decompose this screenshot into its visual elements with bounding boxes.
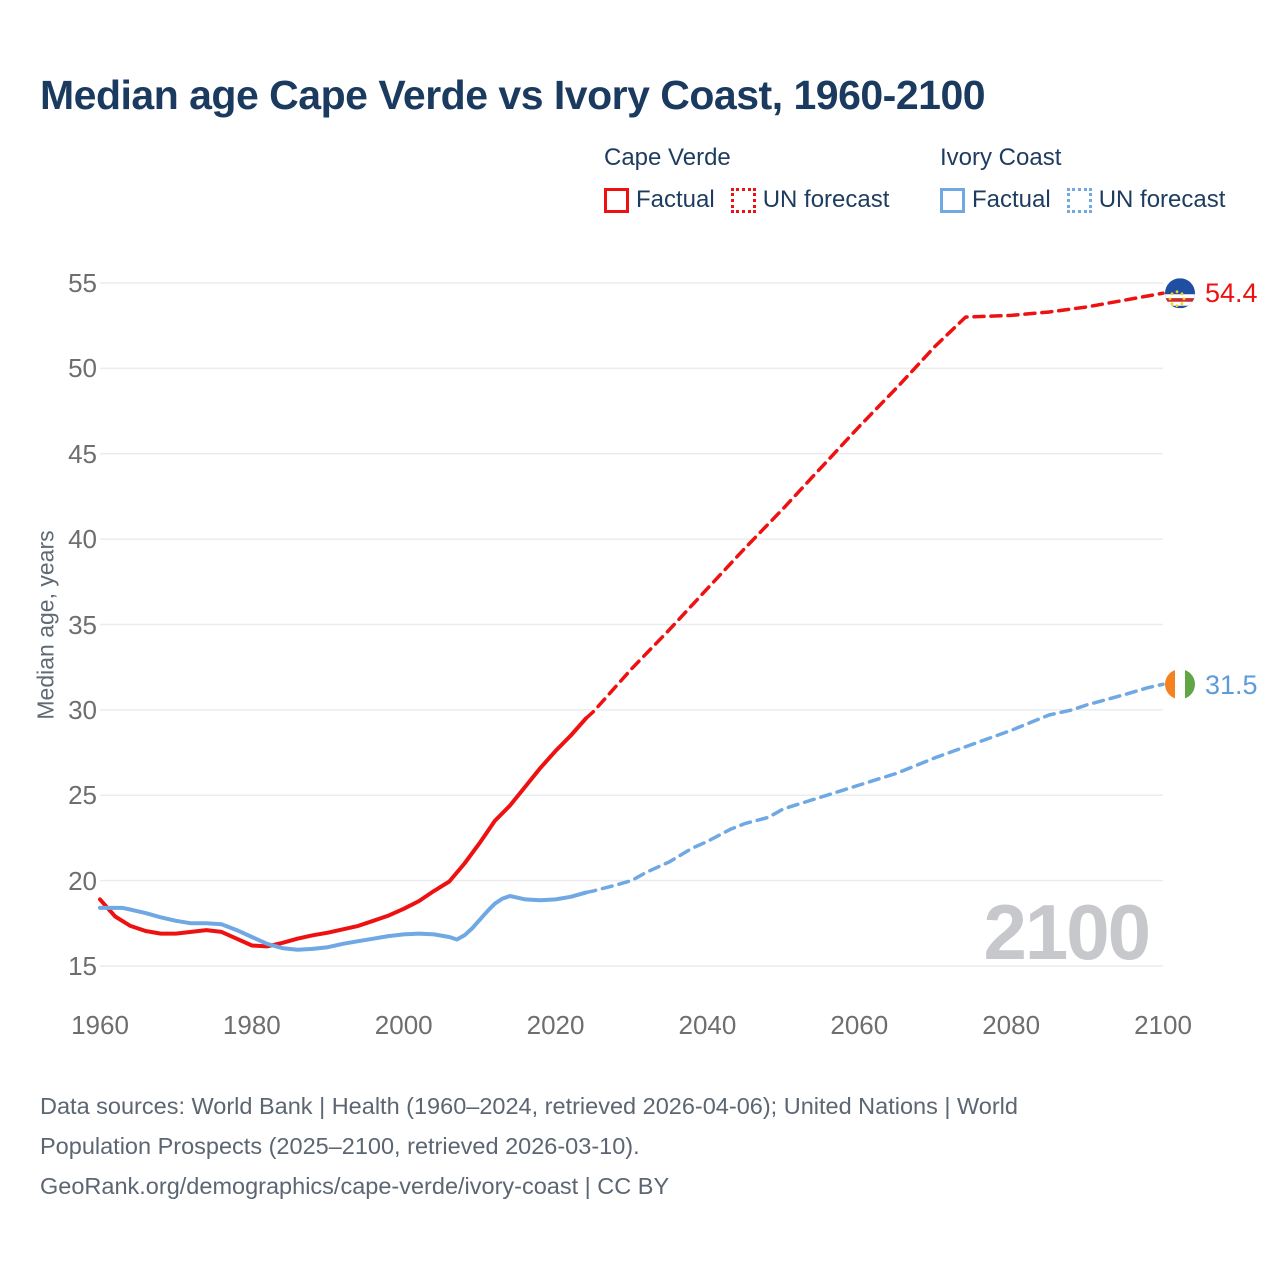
x-tick-label: 2020 bbox=[526, 1010, 585, 1040]
cape-verde-flag-icon bbox=[1165, 278, 1195, 309]
legend-header-cape-verde: Cape Verde bbox=[604, 144, 731, 171]
x-tick-label: 2100 bbox=[1134, 1010, 1192, 1040]
y-tick-label: 15 bbox=[68, 951, 97, 981]
x-tick-label: 1980 bbox=[222, 1010, 281, 1040]
data-sources-footer: Data sources: World Bank | Health (1960–… bbox=[40, 1086, 1200, 1206]
series-line bbox=[584, 291, 1165, 721]
legend-item-ivory-coast-forecast[interactable]: UN forecast bbox=[1066, 186, 1226, 214]
end-value-ivory-coast: 31.5 bbox=[1205, 670, 1258, 700]
x-tick-label: 2060 bbox=[830, 1010, 889, 1040]
legend-row: Factual UN forecast bbox=[604, 186, 889, 214]
legend-row: Factual UN forecast bbox=[940, 186, 1225, 214]
legend-header-ivory-coast: Ivory Coast bbox=[940, 144, 1062, 171]
y-tick-label: 45 bbox=[68, 438, 97, 469]
end-value-cape-verde: 54.4 bbox=[1205, 278, 1258, 308]
legend-group-ivory-coast: Ivory Coast Factual UN forecast bbox=[940, 144, 1225, 214]
legend-swatch-solid-red-icon bbox=[604, 187, 629, 213]
legend-item-cape-verde-factual[interactable]: Factual bbox=[604, 186, 715, 214]
footer-line-2: Population Prospects (2025–2100, retriev… bbox=[40, 1133, 640, 1159]
legend-item-label: UN forecast bbox=[762, 186, 890, 213]
legend-group-cape-verde: Cape Verde Factual UN forecast bbox=[604, 144, 889, 214]
chart-canvas bbox=[98, 278, 1195, 967]
x-tick-label: 2000 bbox=[374, 1010, 433, 1040]
y-tick-label: 25 bbox=[68, 780, 97, 811]
legend-item-label: Factual bbox=[972, 186, 1051, 213]
y-tick-label: 50 bbox=[68, 353, 97, 384]
legend-item-label: Factual bbox=[636, 186, 715, 213]
series-line bbox=[98, 890, 588, 952]
footer-line-3: GeoRank.org/demographics/cape-verde/ivor… bbox=[40, 1173, 670, 1199]
series-line bbox=[584, 682, 1165, 895]
legend-item-label: UN forecast bbox=[1098, 186, 1226, 213]
x-tick-label: 2080 bbox=[982, 1010, 1041, 1040]
legend-swatch-dotted-red-icon bbox=[730, 187, 756, 213]
y-tick-label: 35 bbox=[68, 609, 97, 640]
ivory-coast-flag-icon bbox=[1165, 669, 1195, 700]
y-tick-label: 40 bbox=[68, 524, 97, 555]
footer-line-1: Data sources: World Bank | Health (1960–… bbox=[40, 1093, 1018, 1119]
y-tick-label: 20 bbox=[68, 865, 97, 896]
page-title: Median age Cape Verde vs Ivory Coast, 19… bbox=[40, 72, 986, 118]
y-tick-label: 30 bbox=[68, 694, 97, 725]
series-line bbox=[98, 716, 588, 949]
legend-item-cape-verde-forecast[interactable]: UN forecast bbox=[730, 186, 890, 214]
y-tick-label: 55 bbox=[68, 268, 97, 298]
legend-swatch-dotted-blue-icon bbox=[1066, 187, 1092, 213]
legend-swatch-solid-blue-icon bbox=[940, 187, 965, 213]
legend-item-ivory-coast-factual[interactable]: Factual bbox=[940, 186, 1051, 214]
watermark-year: 2100 bbox=[983, 888, 1151, 976]
x-tick-label: 1960 bbox=[71, 1010, 129, 1040]
x-tick-label: 2040 bbox=[678, 1010, 737, 1040]
